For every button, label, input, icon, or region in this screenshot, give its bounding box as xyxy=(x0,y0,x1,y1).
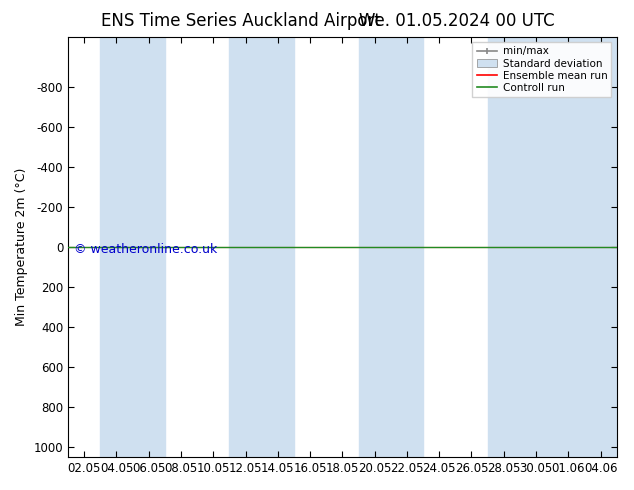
Y-axis label: Min Temperature 2m (°C): Min Temperature 2m (°C) xyxy=(15,168,28,326)
Text: We. 01.05.2024 00 UTC: We. 01.05.2024 00 UTC xyxy=(359,12,554,30)
Text: ENS Time Series Auckland Airport: ENS Time Series Auckland Airport xyxy=(101,12,381,30)
Text: © weatheronline.co.uk: © weatheronline.co.uk xyxy=(74,243,217,256)
Bar xyxy=(100,37,165,457)
Bar xyxy=(230,37,294,457)
Legend: min/max, Standard deviation, Ensemble mean run, Controll run: min/max, Standard deviation, Ensemble me… xyxy=(472,42,612,97)
Bar xyxy=(488,37,552,457)
Bar xyxy=(552,37,617,457)
Bar xyxy=(358,37,423,457)
